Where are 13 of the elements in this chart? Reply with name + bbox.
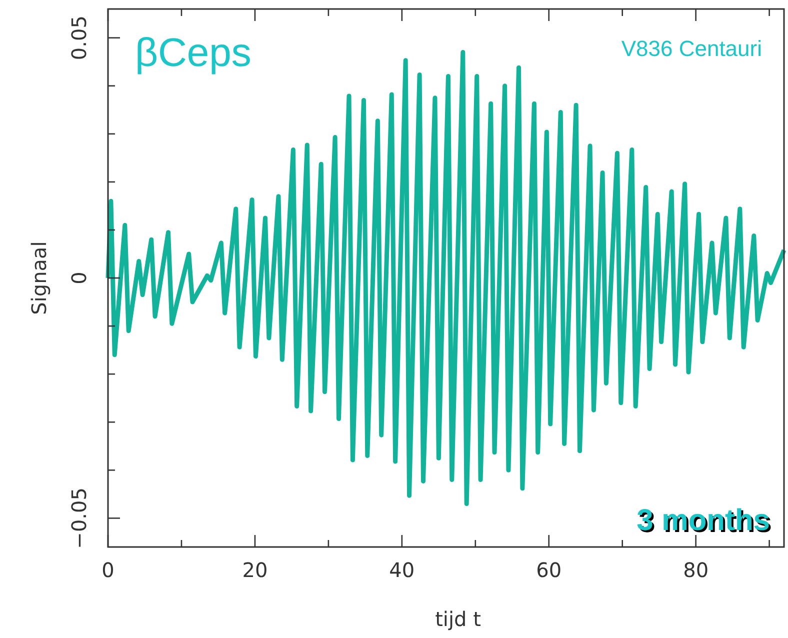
annotation: 3 months [638,506,772,539]
y-tick-label: −0.05 [67,488,91,549]
x-tick-label: 20 [242,558,268,582]
x-tick-label: 0 [102,558,114,582]
y-tick-label: 0.05 [67,16,91,60]
x-tick-label: 60 [536,558,562,582]
x-axis-title: tijd t [435,607,482,631]
y-tick-label: 0 [67,272,91,284]
x-tick-label: 80 [683,558,709,582]
annotation: V836 Centauri [621,36,762,61]
x-tick-label: 40 [389,558,415,582]
y-axis-title: Signaal [27,241,51,315]
annotation: βCeps [135,31,252,75]
